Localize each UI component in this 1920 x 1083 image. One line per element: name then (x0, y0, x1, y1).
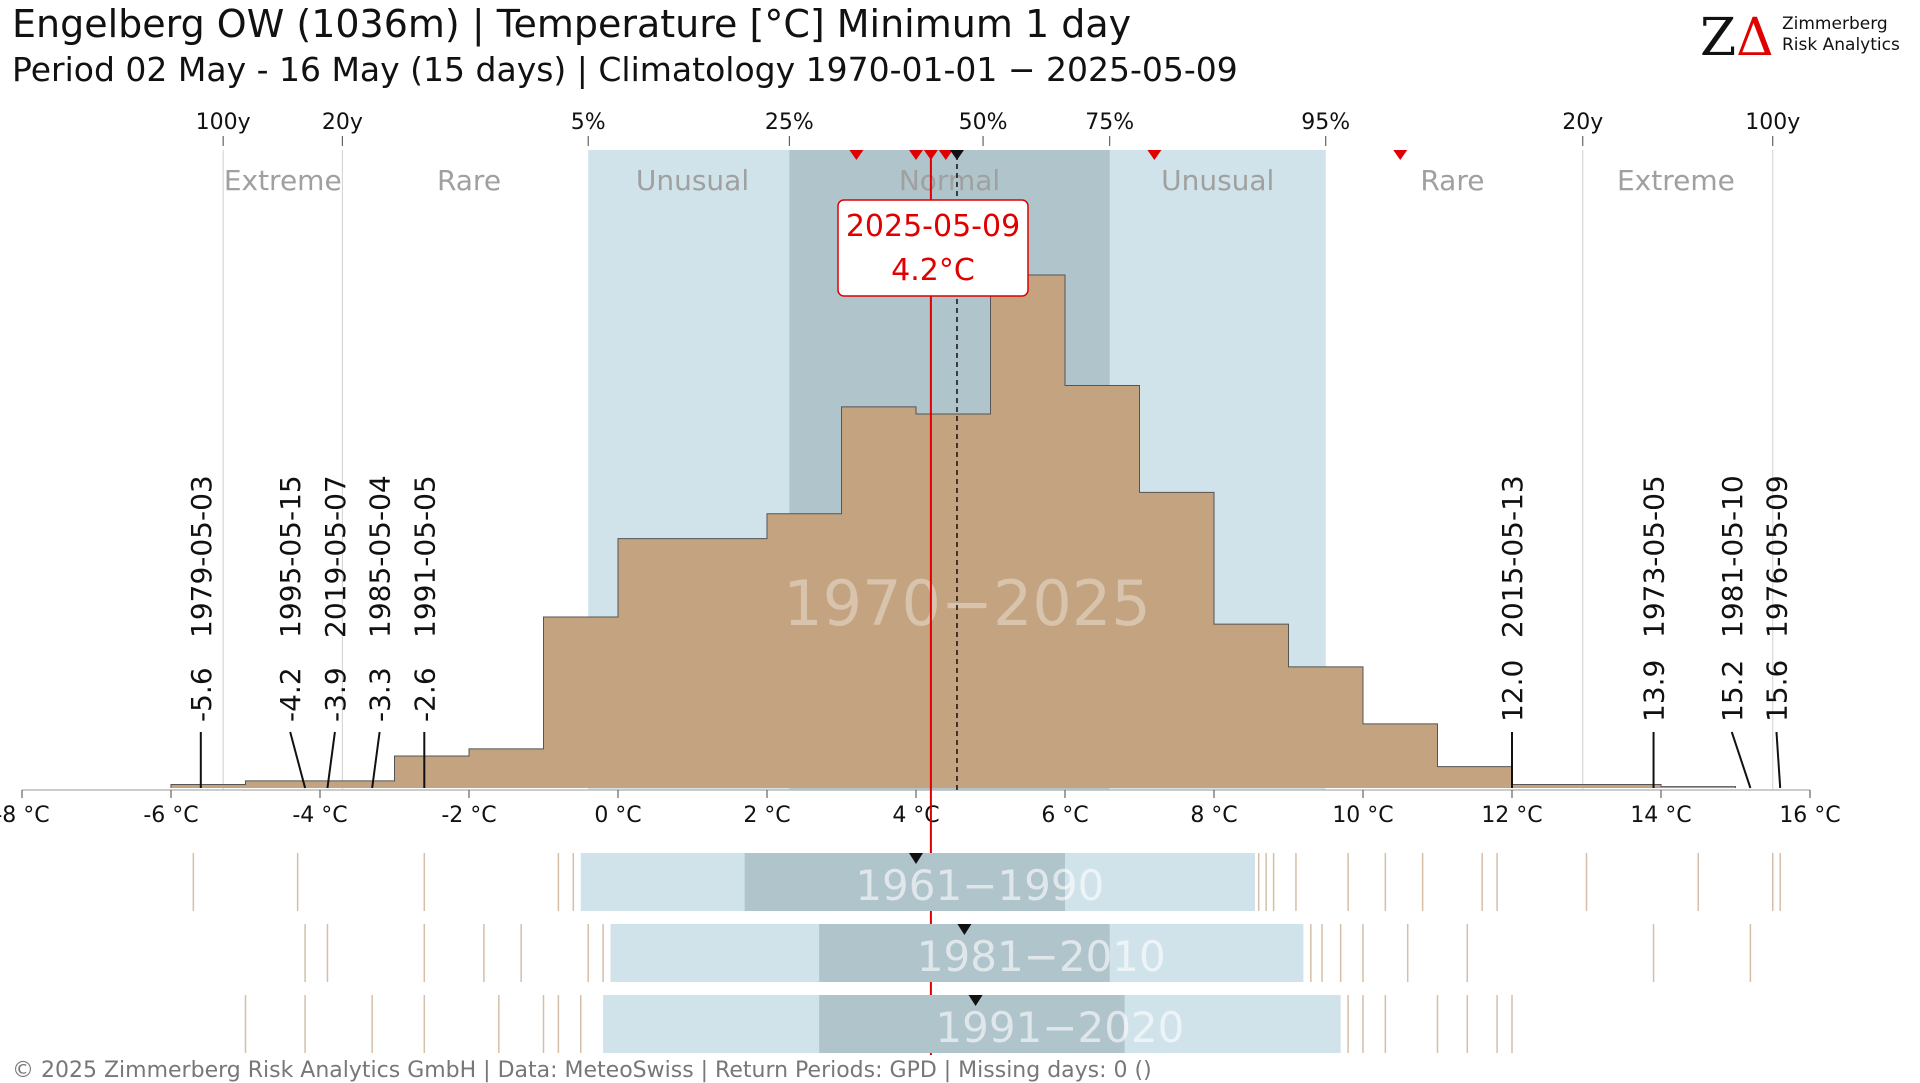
x-tick-label: 8 °C (1190, 803, 1237, 828)
top-axis-label: 20y (322, 110, 363, 135)
x-tick-label: 14 °C (1630, 803, 1691, 828)
red-marker (938, 150, 953, 160)
red-marker (849, 150, 864, 160)
category-label: Extreme (224, 164, 342, 197)
histogram-bar (543, 617, 618, 788)
x-tick-label: 2 °C (743, 803, 790, 828)
strip-median-marker (957, 924, 972, 935)
logo-line-1: Zimmerberg (1782, 14, 1888, 34)
histogram-bar (1661, 786, 1736, 788)
histogram-bar (394, 755, 469, 788)
x-tick-label: -6 °C (143, 803, 198, 828)
extreme-date: 1995-05-15 (274, 475, 307, 638)
extreme-value: -5.6 (185, 667, 218, 722)
extreme-date: 2019-05-07 (319, 475, 352, 638)
extreme-value: -3.9 (319, 667, 352, 722)
footer-credits: © 2025 Zimmerberg Risk Analytics GmbH | … (12, 1058, 1152, 1083)
strip-period-label: 1981−2010 (917, 932, 1166, 981)
x-tick-label: -8 °C (0, 803, 50, 828)
extreme-date: 1979-05-03 (185, 475, 218, 638)
category-label: Rare (437, 164, 501, 197)
extreme-value: -2.6 (408, 667, 441, 722)
red-marker (1393, 150, 1408, 160)
histogram-bar (1139, 492, 1214, 788)
extreme-date: 1991-05-05 (408, 475, 441, 638)
logo-text: Zimmerberg Risk Analytics (1782, 14, 1900, 56)
logo-line-2: Risk Analytics (1782, 35, 1900, 55)
strip-median-marker (968, 995, 983, 1006)
logo-mark-z: Z (1700, 8, 1737, 68)
category-label: Extreme (1617, 164, 1735, 197)
histogram-bar (1288, 666, 1363, 788)
histogram-bar (916, 413, 991, 788)
strip-band-inner (819, 995, 1125, 1053)
logo-mark: ZΔ (1700, 8, 1774, 68)
x-tick-label: 16 °C (1779, 803, 1840, 828)
category-label: Unusual (1161, 164, 1274, 197)
category-label: Unusual (636, 164, 749, 197)
histogram-period-label: 1970−2025 (783, 567, 1151, 640)
extreme-leader-line (289, 731, 307, 789)
chart-subtitle: Period 02 May - 16 May (15 days) | Clima… (12, 50, 1238, 89)
red-marker (1147, 150, 1162, 160)
histogram-bar (767, 513, 842, 788)
histogram-bar (1065, 385, 1140, 788)
x-tick-label: -2 °C (441, 803, 496, 828)
histogram-bar (469, 748, 544, 788)
strip-band-inner (744, 853, 1065, 911)
top-axis-label: 20y (1562, 110, 1603, 135)
histogram-bar (1214, 624, 1289, 788)
logo-mark-delta: Δ (1736, 8, 1774, 68)
extreme-date: 1985-05-04 (364, 475, 397, 638)
histogram-bar (171, 784, 246, 788)
histogram-bar (841, 406, 916, 788)
extreme-date: 1973-05-05 (1638, 475, 1671, 638)
x-tick-label: 4 °C (892, 803, 939, 828)
top-axis-label: 50% (959, 110, 1008, 135)
highlight-value: 4.2°C (891, 253, 975, 288)
extreme-value: -4.2 (274, 667, 307, 722)
strip-period-label: 1991−2020 (935, 1003, 1184, 1052)
x-tick-label: 0 °C (594, 803, 641, 828)
extreme-date: 1981-05-10 (1716, 475, 1749, 638)
chart-title: Engelberg OW (1036m) | Temperature [°C] … (12, 2, 1132, 46)
extreme-value: 13.9 (1638, 660, 1671, 722)
strip-median-marker (909, 853, 923, 864)
extreme-value: 15.2 (1716, 660, 1749, 722)
top-axis-label: 100y (1745, 110, 1800, 135)
histogram-bar (245, 780, 395, 788)
top-axis-label: 5% (571, 110, 606, 135)
extreme-leader-line (1775, 731, 1782, 789)
histogram-bar (990, 275, 1065, 788)
strip-period-label: 1961−1990 (855, 861, 1104, 910)
x-tick-label: 12 °C (1481, 803, 1542, 828)
top-axis-label: 95% (1301, 110, 1350, 135)
extreme-value: -3.3 (364, 667, 397, 722)
x-tick-label: -4 °C (292, 803, 347, 828)
x-tick-label: 6 °C (1041, 803, 1088, 828)
highlight-date: 2025-05-09 (846, 209, 1020, 244)
category-label: Rare (1420, 164, 1484, 197)
category-label: Normal (899, 164, 1000, 197)
histogram-bar (1512, 784, 1661, 788)
histogram-bar (618, 538, 767, 788)
extreme-date: 1976-05-09 (1760, 475, 1793, 638)
top-axis-label: 25% (765, 110, 814, 135)
extreme-value: 12.0 (1496, 660, 1529, 722)
highlight-box (837, 199, 1029, 297)
top-axis-label: 100y (196, 110, 251, 135)
histogram-outline (170, 274, 1736, 788)
x-tick-label: 10 °C (1332, 803, 1393, 828)
red-marker (909, 150, 923, 160)
histogram-bar (1363, 723, 1438, 788)
extreme-leader-line (1730, 731, 1752, 789)
extreme-value: 15.6 (1760, 660, 1793, 722)
company-logo: ZΔ Zimmerberg Risk Analytics (1700, 8, 1900, 68)
histogram-bar (1437, 766, 1512, 788)
extreme-leader-line (326, 731, 336, 789)
extreme-leader-line (371, 731, 381, 789)
extreme-date: 2015-05-13 (1496, 475, 1529, 638)
top-axis-label: 75% (1085, 110, 1134, 135)
